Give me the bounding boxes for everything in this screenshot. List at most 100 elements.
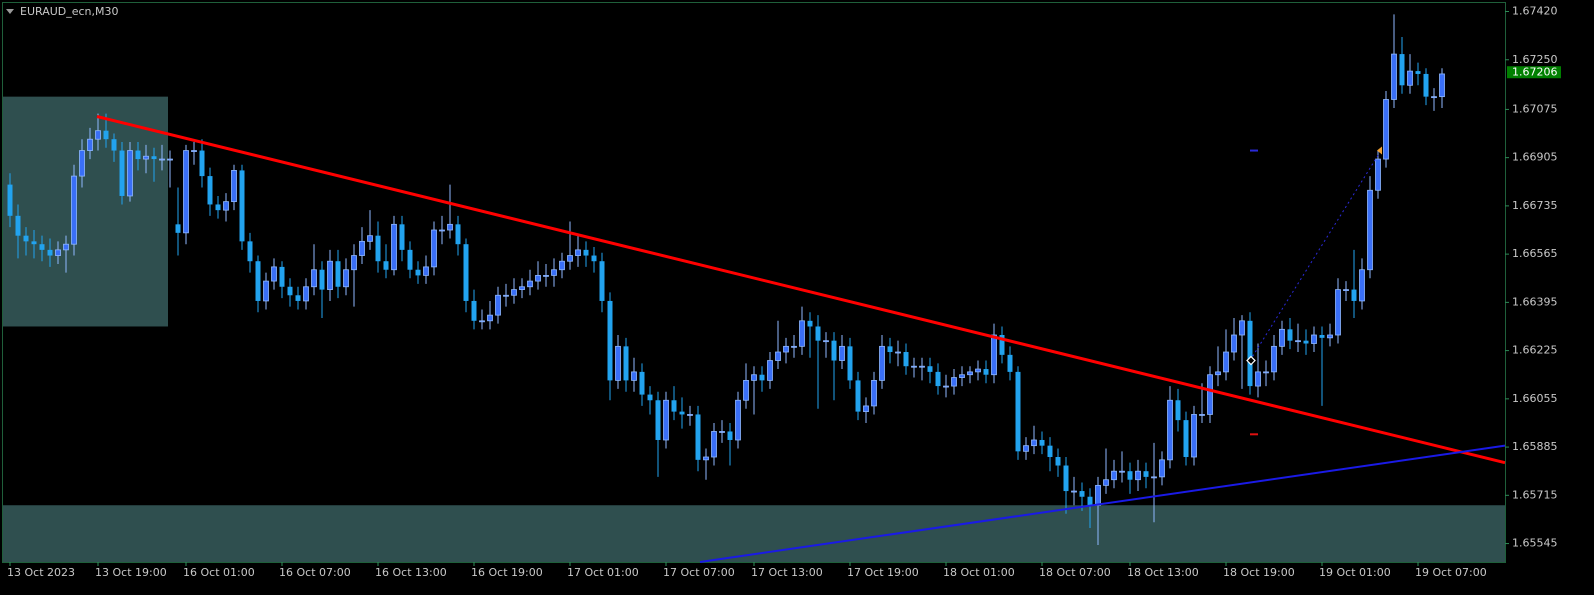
candle-body (575, 249, 581, 256)
candle-body (767, 360, 773, 381)
x-tick-label: 13 Oct 2023 (7, 566, 75, 579)
candle-body (1167, 399, 1173, 461)
candle-body (719, 431, 725, 433)
candle-body (583, 249, 589, 256)
candle-body (1295, 340, 1301, 343)
candle-body (1335, 289, 1341, 336)
candle-body (247, 241, 253, 262)
y-tick-label: 1.67250 (1512, 53, 1558, 66)
candle-body (591, 255, 597, 262)
candle-body (1175, 400, 1181, 421)
candle-body (23, 235, 29, 242)
exit-marker (1377, 146, 1382, 155)
candle-body (1215, 371, 1221, 376)
candle-body (1063, 465, 1069, 492)
x-tick-label: 16 Oct 07:00 (279, 566, 351, 579)
candle-body (1007, 354, 1013, 372)
candle-body (127, 150, 133, 197)
candle-body (447, 223, 453, 231)
candle-body (1071, 490, 1077, 493)
candle-body (295, 295, 301, 301)
candle-body (879, 345, 885, 381)
candle-body (959, 374, 965, 378)
candle-body (679, 411, 685, 415)
candle-body (1319, 334, 1325, 338)
candle-body (871, 379, 877, 407)
candle-body (47, 249, 53, 256)
candle-body (319, 269, 325, 290)
candle-body (231, 170, 237, 203)
candle-body (743, 379, 749, 401)
candle-body (191, 150, 197, 152)
x-tick-label: 16 Oct 01:00 (183, 566, 255, 579)
candle-body (687, 414, 693, 416)
candle-body (71, 175, 77, 245)
x-tick-label: 19 Oct 01:00 (1319, 566, 1391, 579)
candle-body (423, 266, 429, 276)
candle-body (343, 269, 349, 288)
candle-body (383, 261, 389, 270)
x-tick-label: 16 Oct 13:00 (375, 566, 447, 579)
candle-body (303, 286, 309, 302)
candle-body (207, 176, 213, 205)
x-tick-label: 18 Oct 01:00 (943, 566, 1015, 579)
candle-body (1023, 445, 1029, 452)
candle-body (607, 300, 613, 381)
x-tick-label: 17 Oct 07:00 (663, 566, 735, 579)
candle-body (503, 294, 509, 297)
candle-body (335, 261, 341, 287)
candle-body (79, 150, 85, 177)
candle-body (1135, 470, 1141, 481)
candle-body (711, 431, 717, 458)
candle-body (1231, 334, 1237, 353)
candle-body (1055, 457, 1061, 466)
candle-body (223, 201, 229, 211)
candle-body (431, 229, 437, 268)
y-tick-label: 1.66055 (1512, 392, 1558, 405)
candle-body (1087, 496, 1093, 506)
candle-body (95, 130, 101, 140)
candle-body (1047, 445, 1053, 458)
candle-body (951, 377, 957, 387)
y-tick-label: 1.65545 (1512, 537, 1558, 550)
candle-body (15, 215, 21, 236)
candle-body (239, 170, 245, 242)
candle-body (935, 371, 941, 387)
candle-body (495, 294, 501, 316)
candle-body (519, 286, 525, 290)
candle-body (1103, 479, 1109, 486)
candle-body (1415, 71, 1421, 74)
candle-body (1375, 158, 1381, 191)
y-tick-label: 1.65885 (1512, 440, 1558, 453)
candle-body (167, 158, 173, 161)
candle-body (975, 368, 981, 373)
candle-body (263, 280, 269, 302)
candle-body (1287, 329, 1293, 341)
trade-path (1249, 150, 1382, 361)
candle-body (1015, 371, 1021, 452)
candle-body (663, 399, 669, 441)
candle-body (39, 244, 45, 250)
candle-body (111, 139, 117, 151)
y-tick-label: 1.66225 (1512, 344, 1558, 357)
candle-body (119, 150, 125, 196)
last-price-box (1507, 66, 1561, 79)
candle-body (455, 224, 461, 245)
x-tick-label: 17 Oct 01:00 (567, 566, 639, 579)
candle-body (175, 224, 181, 233)
candle-body (1359, 269, 1365, 302)
candle-body (1367, 189, 1373, 271)
candle-body (1327, 334, 1333, 339)
candle-body (599, 261, 605, 301)
candle-body (399, 224, 405, 250)
candle-body (751, 374, 757, 381)
candle-body (863, 405, 869, 413)
candle-body (31, 241, 37, 245)
candle-body (1311, 334, 1317, 344)
chart-title: EURAUD_ecn,M30 (20, 5, 119, 18)
candle-body (1407, 70, 1413, 86)
candle-body (471, 300, 477, 321)
candle-body (855, 380, 861, 412)
candle-body (1423, 73, 1429, 97)
